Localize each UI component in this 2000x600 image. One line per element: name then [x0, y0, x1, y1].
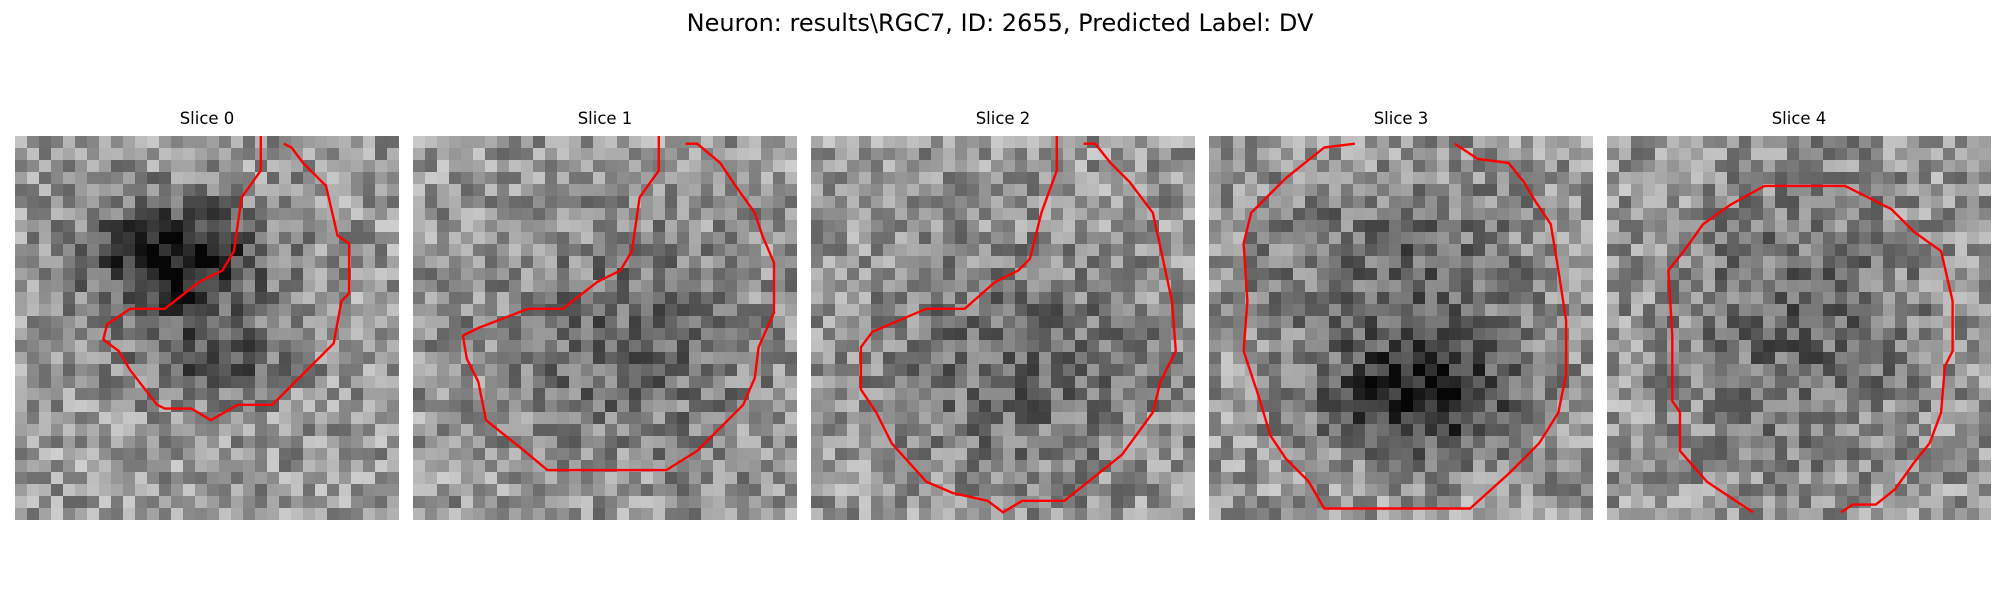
slice-image-3: [1209, 136, 1593, 520]
slice-panel-2: Slice 2: [811, 108, 1195, 520]
slice-image-1: [413, 136, 797, 520]
slice-title-0: Slice 0: [179, 109, 235, 128]
slice-panel-0: Slice 0: [15, 108, 399, 520]
slice-title-2: Slice 2: [975, 109, 1031, 128]
cell-contour: [1242, 142, 1568, 510]
slice-panel-3: Slice 3: [1209, 108, 1593, 520]
slice-title-4: Slice 4: [1771, 109, 1827, 128]
slice-image-0: [15, 136, 399, 520]
cell-contour: [461, 136, 776, 472]
figure-title: Neuron: results\RGC7, ID: 2655, Predicte…: [686, 9, 1314, 37]
slice-panel-4: Slice 4: [1607, 108, 1991, 520]
cell-contour: [1667, 184, 1954, 514]
slice-image-2: [811, 136, 1195, 520]
cell-contour: [102, 136, 351, 422]
slice-title-1: Slice 1: [577, 109, 633, 128]
slice-title-3: Slice 3: [1373, 109, 1429, 128]
cell-contour: [859, 136, 1177, 514]
slice-image-4: [1607, 136, 1991, 520]
slice-panel-1: Slice 1: [413, 108, 797, 520]
